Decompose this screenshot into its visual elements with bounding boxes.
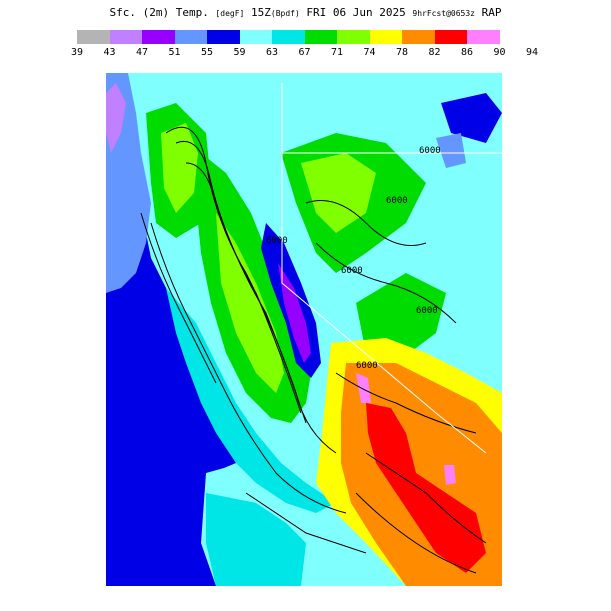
title-units: [degF] [215,9,245,18]
legend-tick-label: 43 [103,47,116,58]
central-valley-inner [216,213,284,393]
legend-tick-label: 94 [525,47,539,58]
legend-tick-label: 86 [460,47,474,58]
north-coast-cool [106,83,126,153]
title-forecast: 9hrFcst@0653z [412,9,475,18]
contour-lines [140,126,487,574]
north-cool-spot-2 [436,133,466,168]
death-valley-pink [356,373,371,403]
legend-swatch [142,30,175,44]
coast-range-lightgreen [161,123,198,213]
legend-tick-label: 51 [168,47,181,58]
legend-tick-label: 82 [428,47,441,58]
contour-label-6000: 6000 [266,236,288,246]
contour-label-6000: 6000 [386,196,408,206]
contour-label-6000: 6000 [419,146,441,156]
legend-swatch [272,30,305,44]
title-tag: (Bpdf) [270,9,300,18]
legend-swatch [337,30,370,44]
title-prefix: Sfc. (2m) Temp. [109,6,209,19]
legend-swatch [207,30,240,44]
legend-swatch [77,30,110,44]
legend-tick-label: 74 [363,47,376,58]
contour-label-6000: 6000 [341,266,363,276]
color-legend [77,30,500,44]
contour-labels: 6000 6000 6000 6000 6000 6000 [266,146,441,371]
contour-label-6000: 6000 [356,361,378,371]
temperature-map: 6000 6000 6000 6000 6000 6000 [106,73,502,586]
contour-label-6000: 6000 [416,306,438,316]
state-borders [281,83,502,454]
southeast-hot-pink [444,465,456,485]
sierra-crest [278,263,311,363]
legend-tick-label: 67 [298,47,311,58]
title-model: RAP [481,6,502,19]
legend-swatch [174,30,207,44]
chart-title: Sfc. (2m) Temp. [degF] 15Z(Bpdf) FRI 06 … [0,6,611,19]
legend-tick-label: 59 [233,47,246,58]
legend-swatch [467,30,500,44]
legend-swatch [434,30,467,44]
legend-swatch [109,30,142,44]
legend-tick-label: 55 [200,47,214,58]
title-date: FRI 06 Jun 2025 [306,6,406,19]
north-cool-spot [441,93,502,143]
legend-tick-label: 71 [330,47,344,58]
legend-tick-label: 47 [135,47,149,58]
socal-coast [206,493,306,586]
legend-tick-labels: 39 43 47 51 55 59 63 67 71 74 78 82 86 90 94 [0,47,611,61]
legend-tick-label: 63 [265,47,279,58]
legend-swatch [304,30,337,44]
legend-swatch [239,30,272,44]
legend-swatch [369,30,402,44]
title-time: 15Z [251,6,271,19]
legend-swatch [402,30,435,44]
southeast-desert-red [366,403,486,573]
northeast-plateau-light [301,153,376,233]
legend-tick-label: 90 [493,47,506,58]
legend-tick-label: 78 [395,47,409,58]
south-coast-strip [166,288,336,513]
legend-tick-label: 39 [70,47,84,58]
